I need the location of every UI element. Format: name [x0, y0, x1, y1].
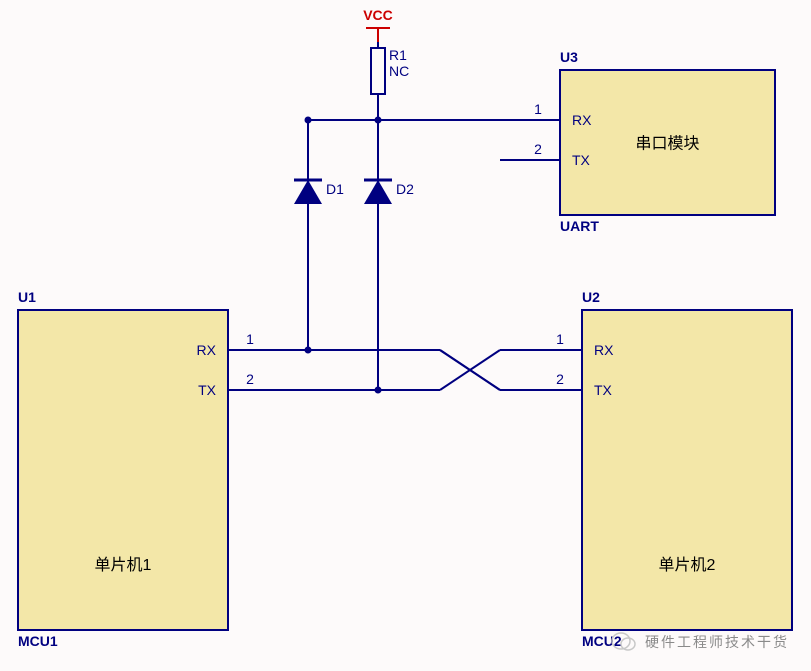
svg-text:U1: U1: [18, 289, 36, 305]
svg-text:U2: U2: [582, 289, 600, 305]
svg-text:R1: R1: [389, 47, 407, 63]
watermark: 硬件工程师技术干货: [611, 631, 789, 653]
svg-text:2: 2: [534, 141, 542, 157]
svg-text:U3: U3: [560, 49, 578, 65]
svg-text:RX: RX: [197, 342, 217, 358]
svg-text:UART: UART: [560, 218, 599, 234]
svg-text:串口模块: 串口模块: [635, 135, 699, 153]
svg-text:D2: D2: [396, 181, 414, 197]
svg-text:MCU1: MCU1: [18, 633, 58, 649]
svg-text:TX: TX: [572, 152, 591, 168]
svg-text:RX: RX: [594, 342, 614, 358]
svg-text:2: 2: [556, 371, 564, 387]
svg-text:TX: TX: [594, 382, 613, 398]
watermark-text: 硬件工程师技术干货: [645, 632, 789, 652]
svg-text:D1: D1: [326, 181, 344, 197]
svg-text:1: 1: [246, 331, 254, 347]
svg-text:RX: RX: [572, 112, 592, 128]
chat-icon: [611, 631, 637, 653]
svg-text:VCC: VCC: [363, 7, 393, 23]
svg-text:单片机1: 单片机1: [95, 556, 152, 574]
svg-text:1: 1: [534, 101, 542, 117]
svg-text:2: 2: [246, 371, 254, 387]
schematic-canvas: U1MCU1单片机1RX1TX2U2MCU2单片机2RX1TX2U3UART串口…: [0, 0, 811, 671]
svg-text:单片机2: 单片机2: [659, 556, 716, 574]
svg-text:1: 1: [556, 331, 564, 347]
svg-text:TX: TX: [198, 382, 217, 398]
svg-text:NC: NC: [389, 63, 409, 79]
